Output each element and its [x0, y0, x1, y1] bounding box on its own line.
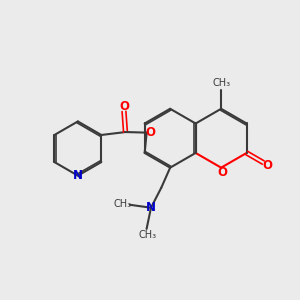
Text: N: N	[146, 201, 156, 214]
Text: CH₃: CH₃	[212, 78, 230, 88]
Text: O: O	[263, 159, 273, 172]
Text: N: N	[73, 169, 83, 182]
Text: O: O	[146, 125, 155, 139]
Text: CH₃: CH₃	[138, 230, 156, 240]
Text: O: O	[119, 100, 129, 112]
Text: CH₃: CH₃	[114, 199, 132, 209]
Text: O: O	[217, 167, 227, 179]
